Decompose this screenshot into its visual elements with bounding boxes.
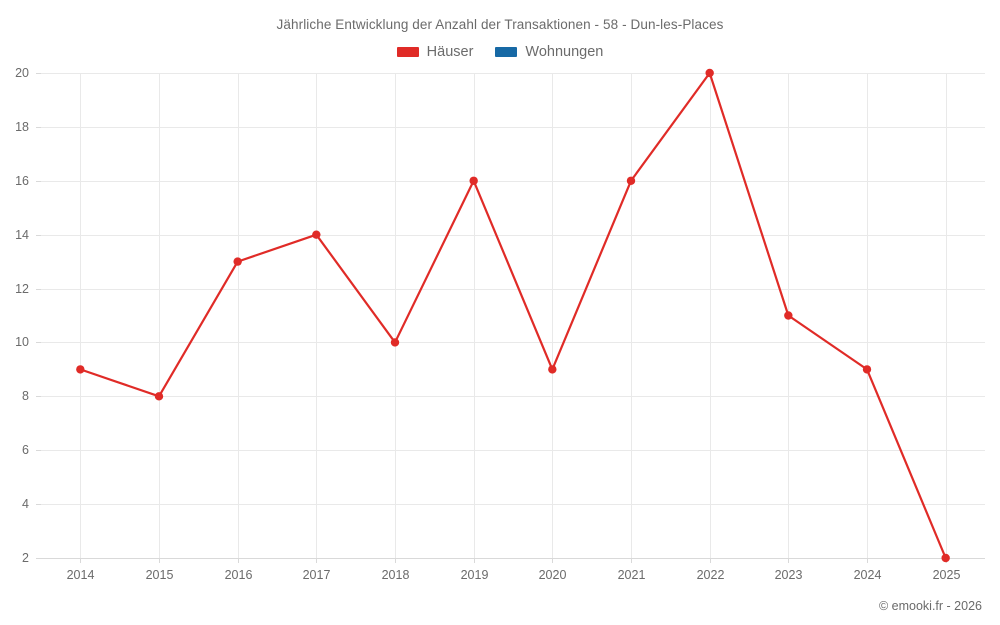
x-axis-tick-label: 2016: [225, 568, 253, 582]
data-point-marker[interactable]: [548, 365, 557, 374]
data-point-marker[interactable]: [76, 365, 85, 374]
data-point-marker[interactable]: [705, 68, 714, 78]
x-axis-tick-label: 2019: [461, 568, 489, 582]
legend-swatch-hauser: [396, 47, 419, 57]
data-point-marker[interactable]: [390, 338, 400, 347]
x-axis-tick-label: 2014: [67, 568, 95, 582]
data-point-marker[interactable]: [469, 176, 478, 185]
data-point-marker[interactable]: [626, 176, 636, 185]
grid-layer: [41, 73, 985, 559]
data-point-marker[interactable]: [233, 257, 242, 266]
legend-item-wohnungen[interactable]: Wohnungen: [495, 44, 603, 60]
data-point-marker[interactable]: [312, 230, 321, 239]
x-axis-tick-label: 2023: [775, 568, 803, 582]
y-axis-tick-label: 4: [22, 497, 29, 511]
y-axis-tick-label: 8: [22, 389, 29, 403]
x-axis-tick-label: 2025: [933, 568, 961, 582]
y-axis-tick-label: 14: [15, 228, 29, 242]
x-axis-tick-labels: 2014 2015 2016 2017 2018 2019 2020 2021 2022 2023…: [67, 568, 961, 582]
y-axis-tick-labels: 2 4 6 8 10 12 14 16 18 20: [15, 66, 29, 565]
y-axis-tick-label: 16: [15, 174, 29, 188]
y-axis-tick-label: 12: [15, 282, 29, 296]
x-axis-tick-label: 2020: [539, 568, 567, 582]
y-axis-tick-label: 20: [15, 66, 29, 80]
data-point-marker[interactable]: [154, 392, 164, 401]
chart-legend: Häuser Wohnungen: [0, 44, 1000, 60]
legend-swatch-wohnungen: [495, 47, 518, 57]
data-point-marker[interactable]: [941, 553, 950, 563]
legend-item-hauser[interactable]: Häuser: [396, 44, 474, 60]
chart-title: Jährliche Entwicklung der Anzahl der Tra…: [276, 17, 724, 32]
legend-label-hauser: Häuser: [426, 44, 474, 60]
y-axis-tick-label: 2: [22, 551, 29, 565]
y-axis-tick-label: 10: [15, 335, 29, 349]
x-axis-tick-label: 2018: [382, 568, 410, 582]
series-layer: [76, 68, 950, 563]
series-line-häuser: [79, 71, 947, 560]
x-axis-tick-label: 2022: [697, 568, 725, 582]
data-point-marker[interactable]: [784, 311, 793, 320]
data-point-marker[interactable]: [862, 365, 872, 374]
axis-layer: [36, 73, 985, 563]
y-axis-tick-label: 6: [22, 443, 29, 457]
legend-label-wohnungen: Wohnungen: [525, 44, 604, 60]
x-axis-tick-label: 2015: [146, 568, 174, 582]
x-axis-tick-label: 2017: [303, 568, 331, 582]
copyright-footer: © emooki.fr - 2026: [878, 599, 982, 613]
x-axis-tick-label: 2024: [854, 568, 882, 582]
y-axis-tick-label: 18: [15, 120, 29, 134]
x-axis-tick-label: 2021: [618, 568, 646, 582]
